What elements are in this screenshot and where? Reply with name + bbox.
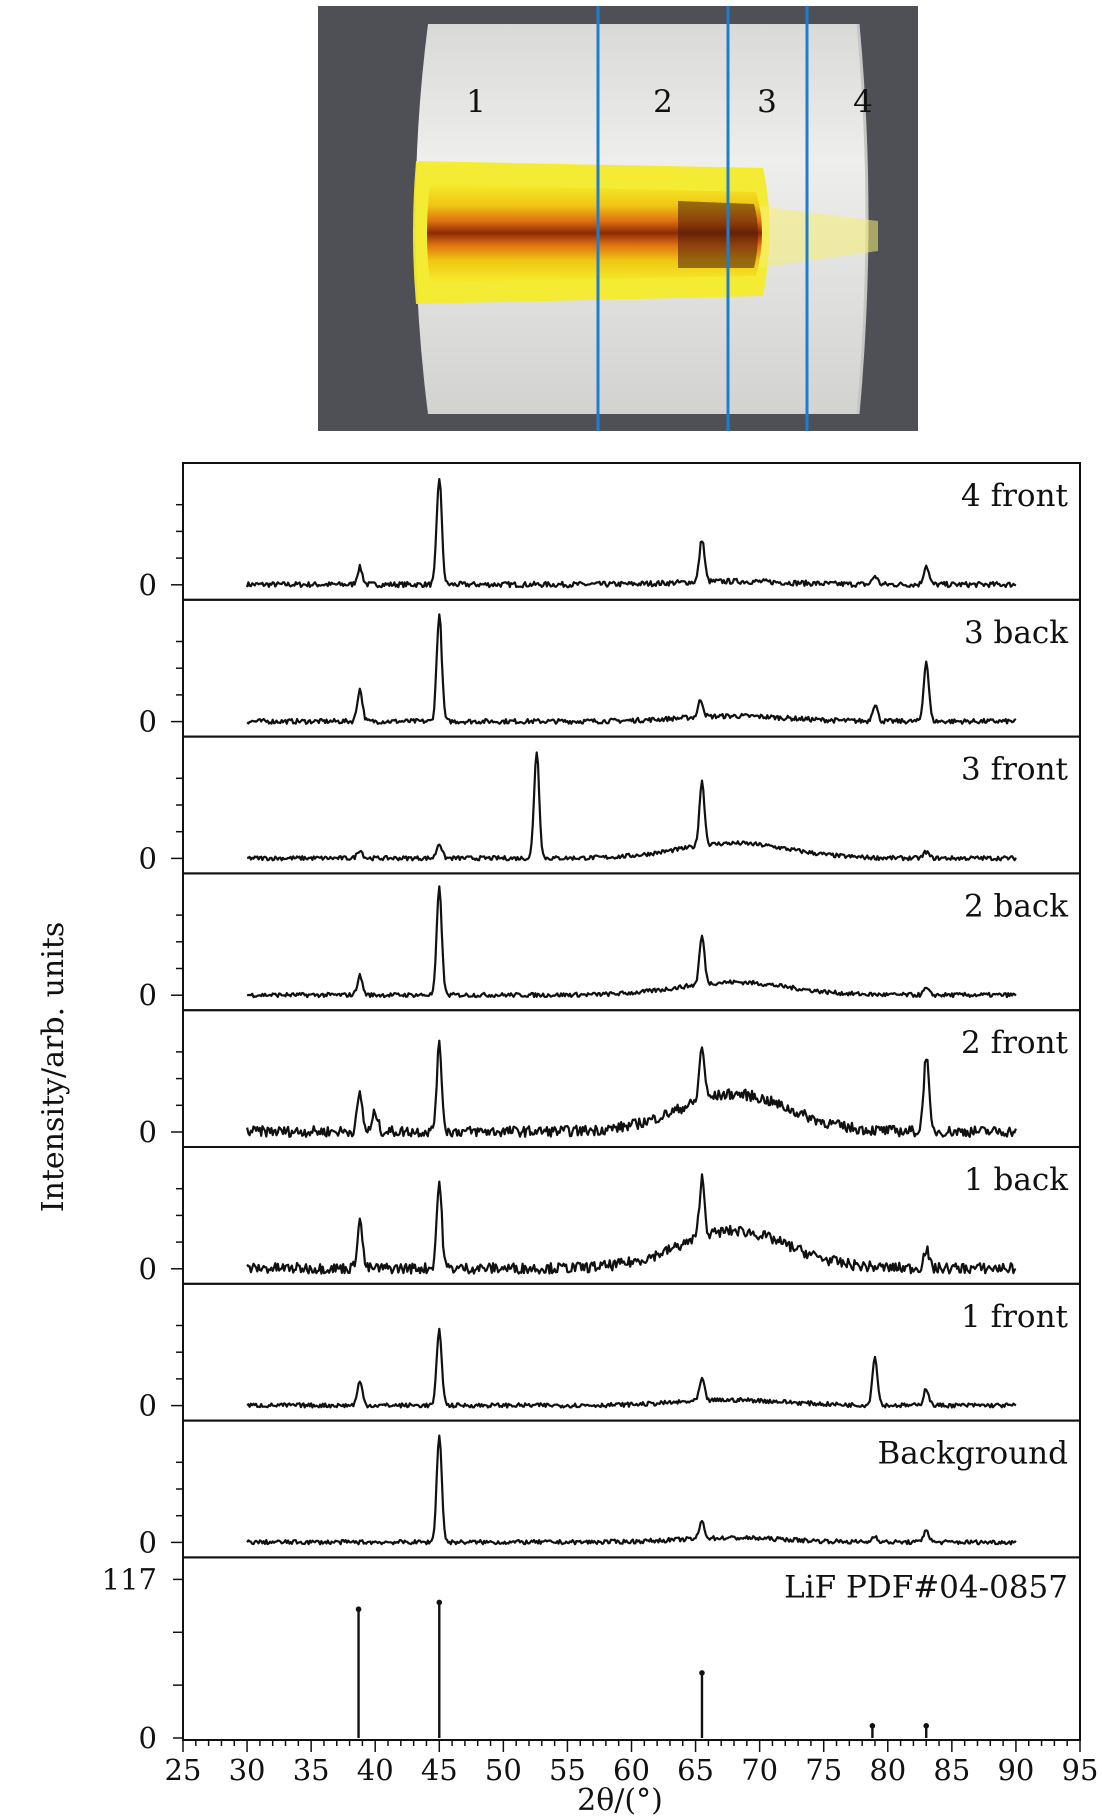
reference-stick-cap <box>436 1599 443 1606</box>
series-trace <box>247 751 1017 862</box>
x-tick-label: 35 <box>293 1753 330 1787</box>
series-trace <box>246 1039 1017 1138</box>
panel-frame <box>182 872 1081 1012</box>
panel-3-front: 0 3 front <box>139 735 1081 875</box>
y-zero-label: 0 <box>139 841 157 875</box>
x-tick-label: 80 <box>869 1753 906 1787</box>
zone-label-1: 1 <box>466 84 486 120</box>
panel-frame <box>182 1009 1081 1149</box>
x-axis: 25 30 35 40 45 50 55 60 65 70 75 80 85 90 95 <box>165 1740 1099 1787</box>
x-tick-label: 45 <box>421 1753 458 1787</box>
series-label: 1 front <box>961 1299 1068 1335</box>
series-trace <box>246 1327 1017 1409</box>
y-zero-label: 0 <box>139 1525 157 1559</box>
x-axis-label: 2θ/(°) <box>577 1783 663 1818</box>
y-zero-label: 0 <box>139 1115 157 1149</box>
x-tick-label: 65 <box>677 1753 714 1787</box>
x-tick-label: 75 <box>805 1753 842 1787</box>
series-label: 3 back <box>964 615 1068 651</box>
reference-stick-cap <box>923 1723 930 1729</box>
y-zero-label: 0 <box>139 568 157 602</box>
panel-4-front: 0 4 front <box>139 462 1081 602</box>
series-label: 2 front <box>961 1025 1068 1061</box>
panel-frame <box>182 735 1081 875</box>
x-tick-label: 85 <box>933 1753 970 1787</box>
x-tick-label: 60 <box>613 1753 650 1787</box>
panel-3-back: 0 3 back <box>139 598 1081 739</box>
x-tick-label: 90 <box>997 1753 1034 1787</box>
series-label: 2 back <box>964 888 1068 924</box>
series-trace <box>246 885 1017 999</box>
x-tick-label: 30 <box>229 1753 266 1787</box>
panel-2-back: 0 2 back <box>139 872 1081 1012</box>
zone-label-2: 2 <box>653 84 673 120</box>
zone-dividers <box>596 6 809 431</box>
reference-panel: 0 117 LiF PDF#04-0857 <box>102 1556 1081 1755</box>
panel-2-front: 0 2 front <box>139 1009 1081 1149</box>
reference-stick-cap <box>869 1723 876 1729</box>
x-tick-label: 50 <box>485 1753 522 1787</box>
series-label: 1 back <box>964 1162 1068 1198</box>
y-zero-label: 0 <box>139 705 157 739</box>
chart-panels: 0 4 front 0 3 back 0 3 front 0 2 back 0 2 front 0 1… <box>139 462 1081 1559</box>
panel-frame <box>182 462 1081 601</box>
panel-background: 0 Background <box>139 1419 1081 1559</box>
colored-band-dark-end <box>678 201 758 268</box>
series-trace <box>246 478 1017 589</box>
zone-label-4: 4 <box>853 84 873 120</box>
y-zero-label: 0 <box>139 1252 157 1286</box>
panel-1-front: 0 1 front <box>139 1282 1081 1423</box>
panel-1-back: 0 1 back <box>139 1146 1081 1286</box>
ref-y-label-max: 117 <box>102 1562 157 1596</box>
series-label: Background <box>877 1436 1068 1472</box>
zone-label-3: 3 <box>757 84 777 120</box>
reference-label: LiF PDF#04-0857 <box>784 1569 1068 1605</box>
sample-photo: 1 2 3 4 <box>318 6 918 431</box>
series-trace <box>246 1434 1017 1546</box>
y-axis-label: Intensity/arb. units <box>36 922 71 1213</box>
y-zero-label: 0 <box>139 1389 157 1423</box>
x-tick-label: 70 <box>741 1753 778 1787</box>
series-trace <box>246 613 1017 725</box>
x-tick-label: 40 <box>357 1753 394 1787</box>
x-tick-label: 55 <box>549 1753 586 1787</box>
panel-frame <box>182 1282 1081 1422</box>
x-tick-label: 25 <box>165 1753 202 1787</box>
series-label: 3 front <box>961 752 1068 788</box>
y-zero-label: 0 <box>139 978 157 1012</box>
colored-band-halo-tail <box>758 206 878 268</box>
x-tick-label: 95 <box>1062 1753 1099 1787</box>
cylinder-end-face <box>856 23 869 415</box>
reference-stick-cap <box>355 1606 362 1613</box>
ref-y-label-min: 0 <box>139 1721 157 1755</box>
series-trace <box>246 1173 1017 1275</box>
reference-stick-cap <box>699 1670 705 1676</box>
panel-frame <box>182 598 1081 738</box>
series-label: 4 front <box>961 478 1068 514</box>
